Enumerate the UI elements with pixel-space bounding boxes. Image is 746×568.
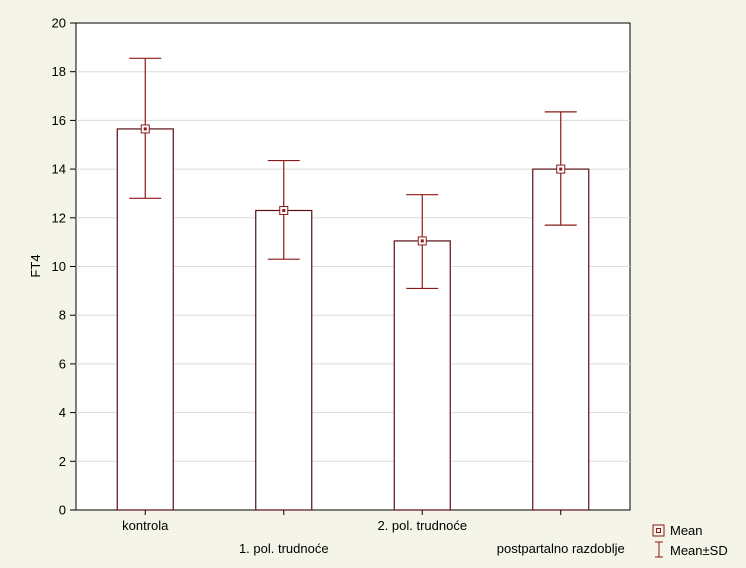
y-tick-label: 20: [52, 16, 66, 31]
legend-mean-marker: [652, 524, 665, 537]
y-axis: 0 2 4 6 8 10 12 14 16 18 20: [52, 16, 76, 518]
x-tick-label: 1. pol. trudnoće: [239, 541, 329, 556]
mean-marker-dot: [420, 239, 424, 243]
y-tick-label: 12: [52, 210, 66, 225]
legend-sd-label: Mean±SD: [670, 543, 728, 558]
y-tick-label: 16: [52, 113, 66, 128]
bar: [255, 209, 313, 511]
y-tick-label: 10: [52, 259, 66, 274]
mean-marker-dot: [282, 208, 286, 212]
x-tick-label: 2. pol. trudnoće: [377, 518, 467, 533]
mean-marker-dot: [143, 127, 147, 131]
y-axis-title: FT4: [28, 254, 43, 277]
error-bars-group: [129, 57, 577, 290]
x-tick-label: postpartalno razdoblje: [497, 541, 625, 556]
bar: [393, 240, 451, 511]
y-tick-label: 6: [59, 356, 66, 371]
bar: [532, 168, 590, 511]
y-tick-label: 8: [59, 308, 66, 323]
mean-marker-dot: [559, 167, 563, 171]
legend: Mean Mean±SD: [652, 523, 728, 558]
y-tick-label: 14: [52, 162, 66, 177]
x-tick-label: kontrola: [122, 518, 169, 533]
y-tick-label: 0: [59, 503, 66, 518]
y-tick-label: 18: [52, 64, 66, 79]
y-tick-label: 4: [59, 405, 66, 420]
x-axis-labels: kontrola 1. pol. trudnoće 2. pol. trudnoće…: [122, 510, 625, 556]
legend-sd-marker: [655, 541, 663, 558]
legend-mean-label: Mean: [670, 523, 703, 538]
y-tick-label: 2: [59, 454, 66, 469]
bars-group: [116, 128, 590, 511]
